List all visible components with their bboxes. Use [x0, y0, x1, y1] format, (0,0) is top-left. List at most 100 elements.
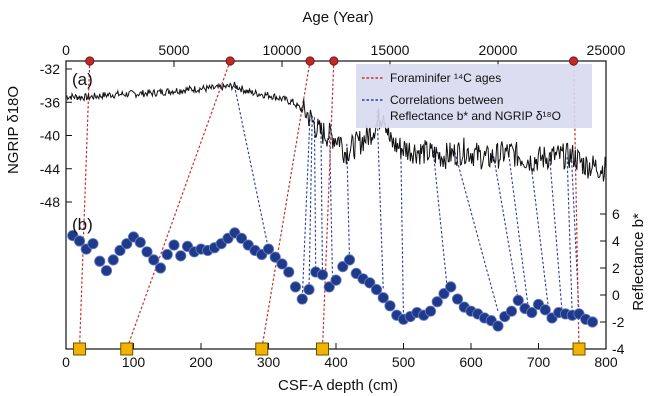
reflectance-point: [316, 269, 329, 281]
reflectance-point: [377, 292, 389, 304]
reflectance-point: [343, 254, 356, 266]
reflectance-point: [283, 266, 295, 278]
reflectance-point: [276, 258, 288, 270]
correlation-tie-line: [308, 115, 313, 290]
reflectance-point: [451, 293, 464, 305]
reflectance-point: [384, 300, 396, 312]
right-tick-label: 2: [612, 260, 620, 276]
reflectance-point: [94, 255, 106, 267]
reflectance-point: [526, 306, 538, 319]
ngrip-series: [65, 81, 607, 182]
reflectance-point: [148, 254, 160, 266]
left-tick-label: -44: [40, 161, 60, 177]
bottom-tick-label: 100: [122, 354, 146, 370]
legend-label-c14: Foraminifer ¹⁴C ages: [390, 71, 501, 85]
reflectance-point: [262, 243, 275, 255]
ngrip-line: [65, 81, 607, 182]
reflectance-point: [235, 232, 248, 244]
reflectance-point: [492, 320, 504, 332]
correlation-tie-line: [566, 157, 573, 316]
top-tick-label: 25000: [587, 42, 626, 58]
tie-lines-group: [78, 60, 580, 350]
right-tick-label: -4: [612, 341, 625, 357]
reflectance-point: [445, 281, 457, 293]
depth-sample-marker: [120, 342, 134, 356]
reflectance-point: [107, 254, 119, 266]
c14-tie-line: [126, 60, 231, 350]
right-tick-label: -2: [612, 314, 625, 330]
correlation-tie-line: [301, 114, 311, 300]
c14-age-marker: [329, 56, 339, 66]
reflectance-point: [512, 294, 524, 306]
bottom-tick-label: 400: [324, 354, 348, 370]
legend-box: [356, 64, 592, 128]
reflectance-point: [586, 316, 599, 328]
axes-group: 0 100 200 300 400 500 600 700 800 0 5000 10000 15000…: [40, 42, 626, 370]
bottom-axis-label: CSF-A depth (cm): [278, 377, 398, 394]
reflectance-point: [154, 262, 167, 274]
legend-label-correlation-2: Reflectance b* and NGRIP δ¹⁸O: [390, 109, 561, 123]
reflectance-point: [175, 250, 187, 262]
left-tick-label: -48: [40, 194, 60, 210]
correlation-tie-line: [454, 151, 499, 312]
left-tick-label: -40: [40, 128, 60, 144]
panel-b-label: (b): [72, 215, 93, 234]
depth-sample-marker: [255, 342, 269, 356]
top-tick-label: 0: [62, 42, 70, 58]
c14-age-marker: [85, 56, 95, 66]
left-tick-label: -36: [40, 94, 60, 110]
reflectance-point: [364, 277, 376, 289]
depth-sample-marker: [316, 342, 329, 356]
reflectance-point: [424, 305, 437, 317]
bottom-tick-label: 600: [459, 354, 483, 370]
reflectance-point: [539, 304, 551, 316]
reflectance-point: [505, 305, 518, 317]
top-tick-label: 10000: [263, 42, 302, 58]
reflectance-point: [73, 235, 86, 247]
right-tick-label: 6: [612, 206, 620, 222]
correlation-tie-line: [400, 147, 405, 320]
correlation-tie-line: [233, 85, 270, 250]
reflectance-point: [134, 236, 146, 248]
bottom-tick-label: 700: [527, 354, 551, 370]
bottom-tick-label: 800: [594, 354, 618, 370]
correlation-tie-line: [346, 143, 351, 260]
reflectance-point: [87, 238, 99, 250]
correlation-tie-line: [432, 150, 448, 290]
reflectance-point: [168, 239, 180, 251]
panel-a-label: (a): [72, 70, 93, 89]
depth-sample-marker: [73, 342, 86, 356]
correlation-tie-line: [529, 158, 550, 310]
c14-tie-line: [321, 60, 335, 350]
correlation-tie-line: [493, 156, 519, 301]
reflectance-point: [370, 283, 383, 296]
tie-markers: [73, 56, 586, 356]
right-axis-label: Reflectance b*: [630, 213, 647, 311]
top-tick-label: 15000: [371, 42, 410, 58]
legend: Foraminifer ¹⁴C ages Correlations between…: [356, 64, 592, 128]
top-tick-label: 20000: [479, 42, 518, 58]
left-axis-label: NGRIP δ18O: [5, 86, 22, 174]
legend-label-correlation: Correlations between: [390, 93, 503, 107]
correlation-tie-line: [313, 117, 317, 273]
top-tick-label: 5000: [158, 42, 189, 58]
correlation-tie-line: [570, 156, 580, 314]
bottom-tick-label: 0: [62, 354, 70, 370]
right-tick-label: 4: [612, 233, 620, 249]
right-tick-label: 0: [612, 287, 620, 303]
reflectance-point: [141, 246, 153, 258]
reflectance-point: [289, 281, 302, 293]
left-tick-label: -32: [40, 61, 60, 77]
reflectance-point: [337, 261, 349, 273]
reflectance-series: [67, 227, 599, 332]
c14-age-marker: [225, 56, 235, 66]
bottom-tick-label: 200: [189, 354, 213, 370]
reflectance-point: [121, 238, 133, 250]
correlation-tie-line: [508, 154, 529, 309]
c14-age-marker: [305, 56, 315, 66]
top-axis-label: Age (Year): [302, 9, 373, 26]
reflectance-point: [114, 244, 126, 257]
correlation-tie-line: [320, 123, 324, 275]
reflectance-point: [100, 265, 113, 277]
